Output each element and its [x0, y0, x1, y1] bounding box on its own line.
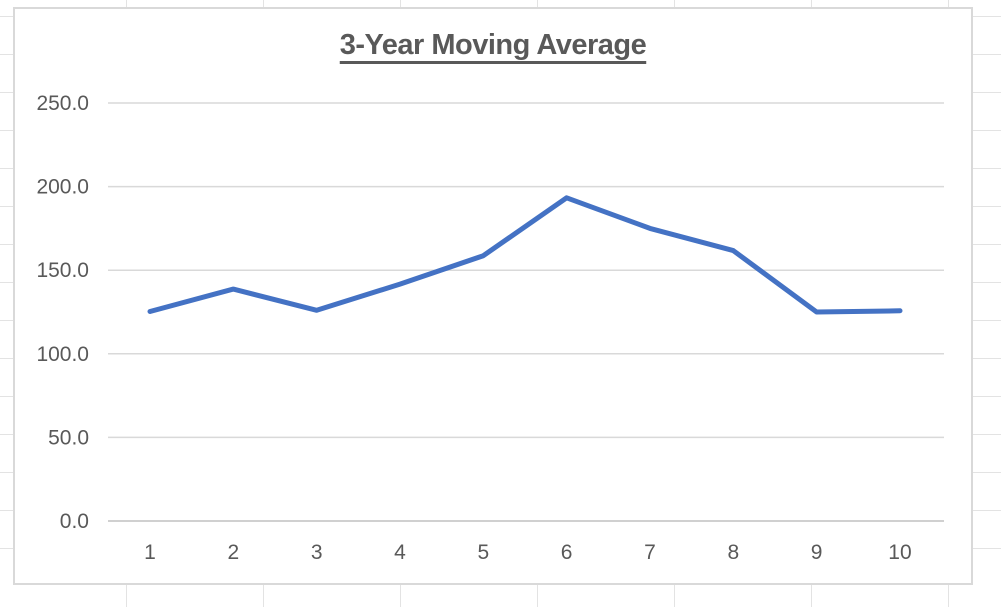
series-line[interactable] — [147, 195, 903, 315]
x-tick-label: 3 — [311, 541, 323, 564]
chart-object[interactable]: 3-Year Moving Average 0.0 50.0 100.0 150.0 2… — [13, 7, 973, 585]
y-tick-label: 100.0 — [36, 343, 89, 366]
x-tick-label: 7 — [644, 541, 656, 564]
x-tick-label: 8 — [727, 541, 739, 564]
y-tick-label: 50.0 — [48, 426, 89, 449]
x-tick-label: 6 — [561, 541, 573, 564]
x-tick-label: 1 — [144, 541, 156, 564]
x-tick-label: 9 — [811, 541, 823, 564]
chart-title[interactable]: 3-Year Moving Average — [339, 29, 647, 61]
plot-area: 0.0 50.0 100.0 150.0 200.0 250.0 1 2 3 4 5 6 7 8 9 10 — [36, 92, 944, 564]
x-tick-label: 5 — [477, 541, 489, 564]
y-tick-label: 0.0 — [60, 510, 89, 533]
x-tick-label: 10 — [888, 541, 911, 564]
y-tick-label: 250.0 — [36, 92, 89, 115]
y-tick-label: 200.0 — [36, 176, 89, 199]
y-tick-label: 150.0 — [36, 259, 89, 282]
x-tick-label: 2 — [227, 541, 239, 564]
x-tick-label: 4 — [394, 541, 406, 564]
